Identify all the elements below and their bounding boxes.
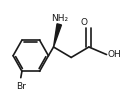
Polygon shape — [54, 24, 61, 47]
Text: Br: Br — [16, 82, 26, 91]
Text: O: O — [81, 18, 88, 27]
Text: NH₂: NH₂ — [51, 14, 68, 23]
Text: OH: OH — [107, 50, 121, 59]
